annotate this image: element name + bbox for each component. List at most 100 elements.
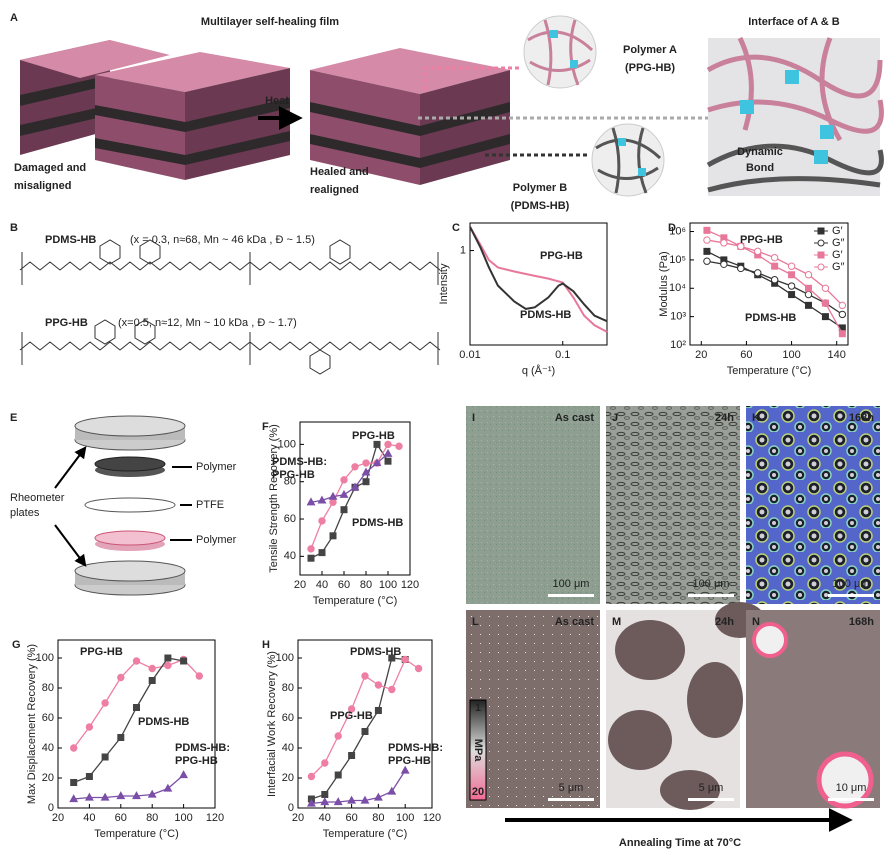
x-axis-label: Temperature (°C) [323,828,407,840]
scale-bar [548,594,594,597]
time-label: As cast [555,616,594,628]
marker [117,734,125,741]
marker [85,773,93,780]
marker [132,791,141,800]
scale-label: 100 μm [553,578,590,590]
marker [373,440,381,448]
panel-label: L [472,616,479,628]
plot-frame [469,222,608,346]
legend-marker [817,251,825,259]
y-axis-label: Tensile Strength Recovery (%) [268,424,280,573]
y-tick-label: 0 [288,802,294,814]
marker [771,262,779,270]
polymer-details: (x=0.5, n≈12, Mn ~ 10 kDa , Đ ~ 1.7) [118,317,297,329]
caption: Polymer B [513,182,567,194]
marker [703,247,711,255]
panel-label: C [452,222,460,234]
caption: plates [10,507,40,519]
colorbar-label: 1 [475,702,481,714]
y-tick-label: 80 [284,476,296,488]
plot-frame [299,421,411,576]
x-tick-label: 120 [206,812,224,824]
x-tick-label: 0.1 [555,349,570,361]
caption: Bond [746,162,774,174]
marker [70,744,78,752]
y-tick-label: 100 [276,652,294,664]
y-tick-label: 60 [42,712,54,724]
legend-label: G′ [832,249,843,261]
annotation: PDMS-HB: [175,742,230,754]
marker [116,791,126,800]
marker [85,723,94,731]
scale-bar [548,798,594,801]
marker [787,282,796,290]
annotation: PDMS-HB: [272,456,327,468]
legend-marker [817,227,825,235]
x-tick-label: 60 [345,812,357,824]
marker [770,253,779,262]
micrographs [466,406,880,810]
caption: Healed and [310,166,369,178]
annotation: PDMS-HB [350,646,401,658]
marker [372,458,382,467]
x-tick-label: 60 [740,349,752,361]
x-axis-label: Temperature (°C) [94,828,178,840]
scale-label: 10 μm [836,782,867,794]
y-axis-label: Interfacial Work Recovery (%) [266,651,278,797]
marker [148,677,156,684]
caption: Polymer [196,461,237,473]
scale-bar [688,798,734,801]
marker [360,795,370,804]
marker [164,654,172,662]
marker [329,498,337,506]
marker [401,655,409,664]
marker [821,313,829,321]
x-tick-label: 80 [146,812,158,824]
marker [388,654,396,662]
marker [348,752,356,759]
marker [132,657,141,665]
marker [754,247,762,256]
caption: Rheometer [10,492,65,504]
marker [703,236,711,244]
y-tick-label: 10⁶ [669,225,686,237]
y-tick-label: 40 [282,742,294,754]
marker [388,685,396,694]
marker [329,532,337,540]
marker [351,463,359,471]
series-line [469,226,608,333]
y-tick-label: 60 [282,712,294,724]
interface-image [706,36,884,196]
marker [770,276,779,284]
marker [787,262,796,270]
marker [361,728,369,735]
x-tick-label: 0.01 [459,349,480,361]
y-tick-label: 80 [42,682,54,694]
marker [374,681,383,689]
annotation: PPG-HB [330,710,373,722]
x-tick-label: 100 [174,812,192,824]
marker [339,489,349,498]
marker [387,786,397,795]
colorbar-label: MPa [472,739,484,763]
marker [350,482,360,491]
caption: Heat [265,95,289,107]
series-line [311,657,406,800]
rheometer-diagram [54,415,192,596]
panel-label: M [612,616,621,628]
marker [838,330,846,338]
y-axis-label: Intensity [438,263,450,304]
marker [838,301,847,310]
x-tick-label: 80 [360,579,372,591]
legend-label: G″ [832,237,845,249]
marker [148,664,156,673]
marker [838,310,847,319]
plot-frame [689,222,849,346]
x-tick-label: 80 [372,812,384,824]
marker [703,226,711,234]
marker [333,797,343,806]
panel-label: G [12,639,21,651]
y-axis-label: Max Displacement Recovery (%) [26,644,38,804]
caption: Polymer A [623,44,677,56]
